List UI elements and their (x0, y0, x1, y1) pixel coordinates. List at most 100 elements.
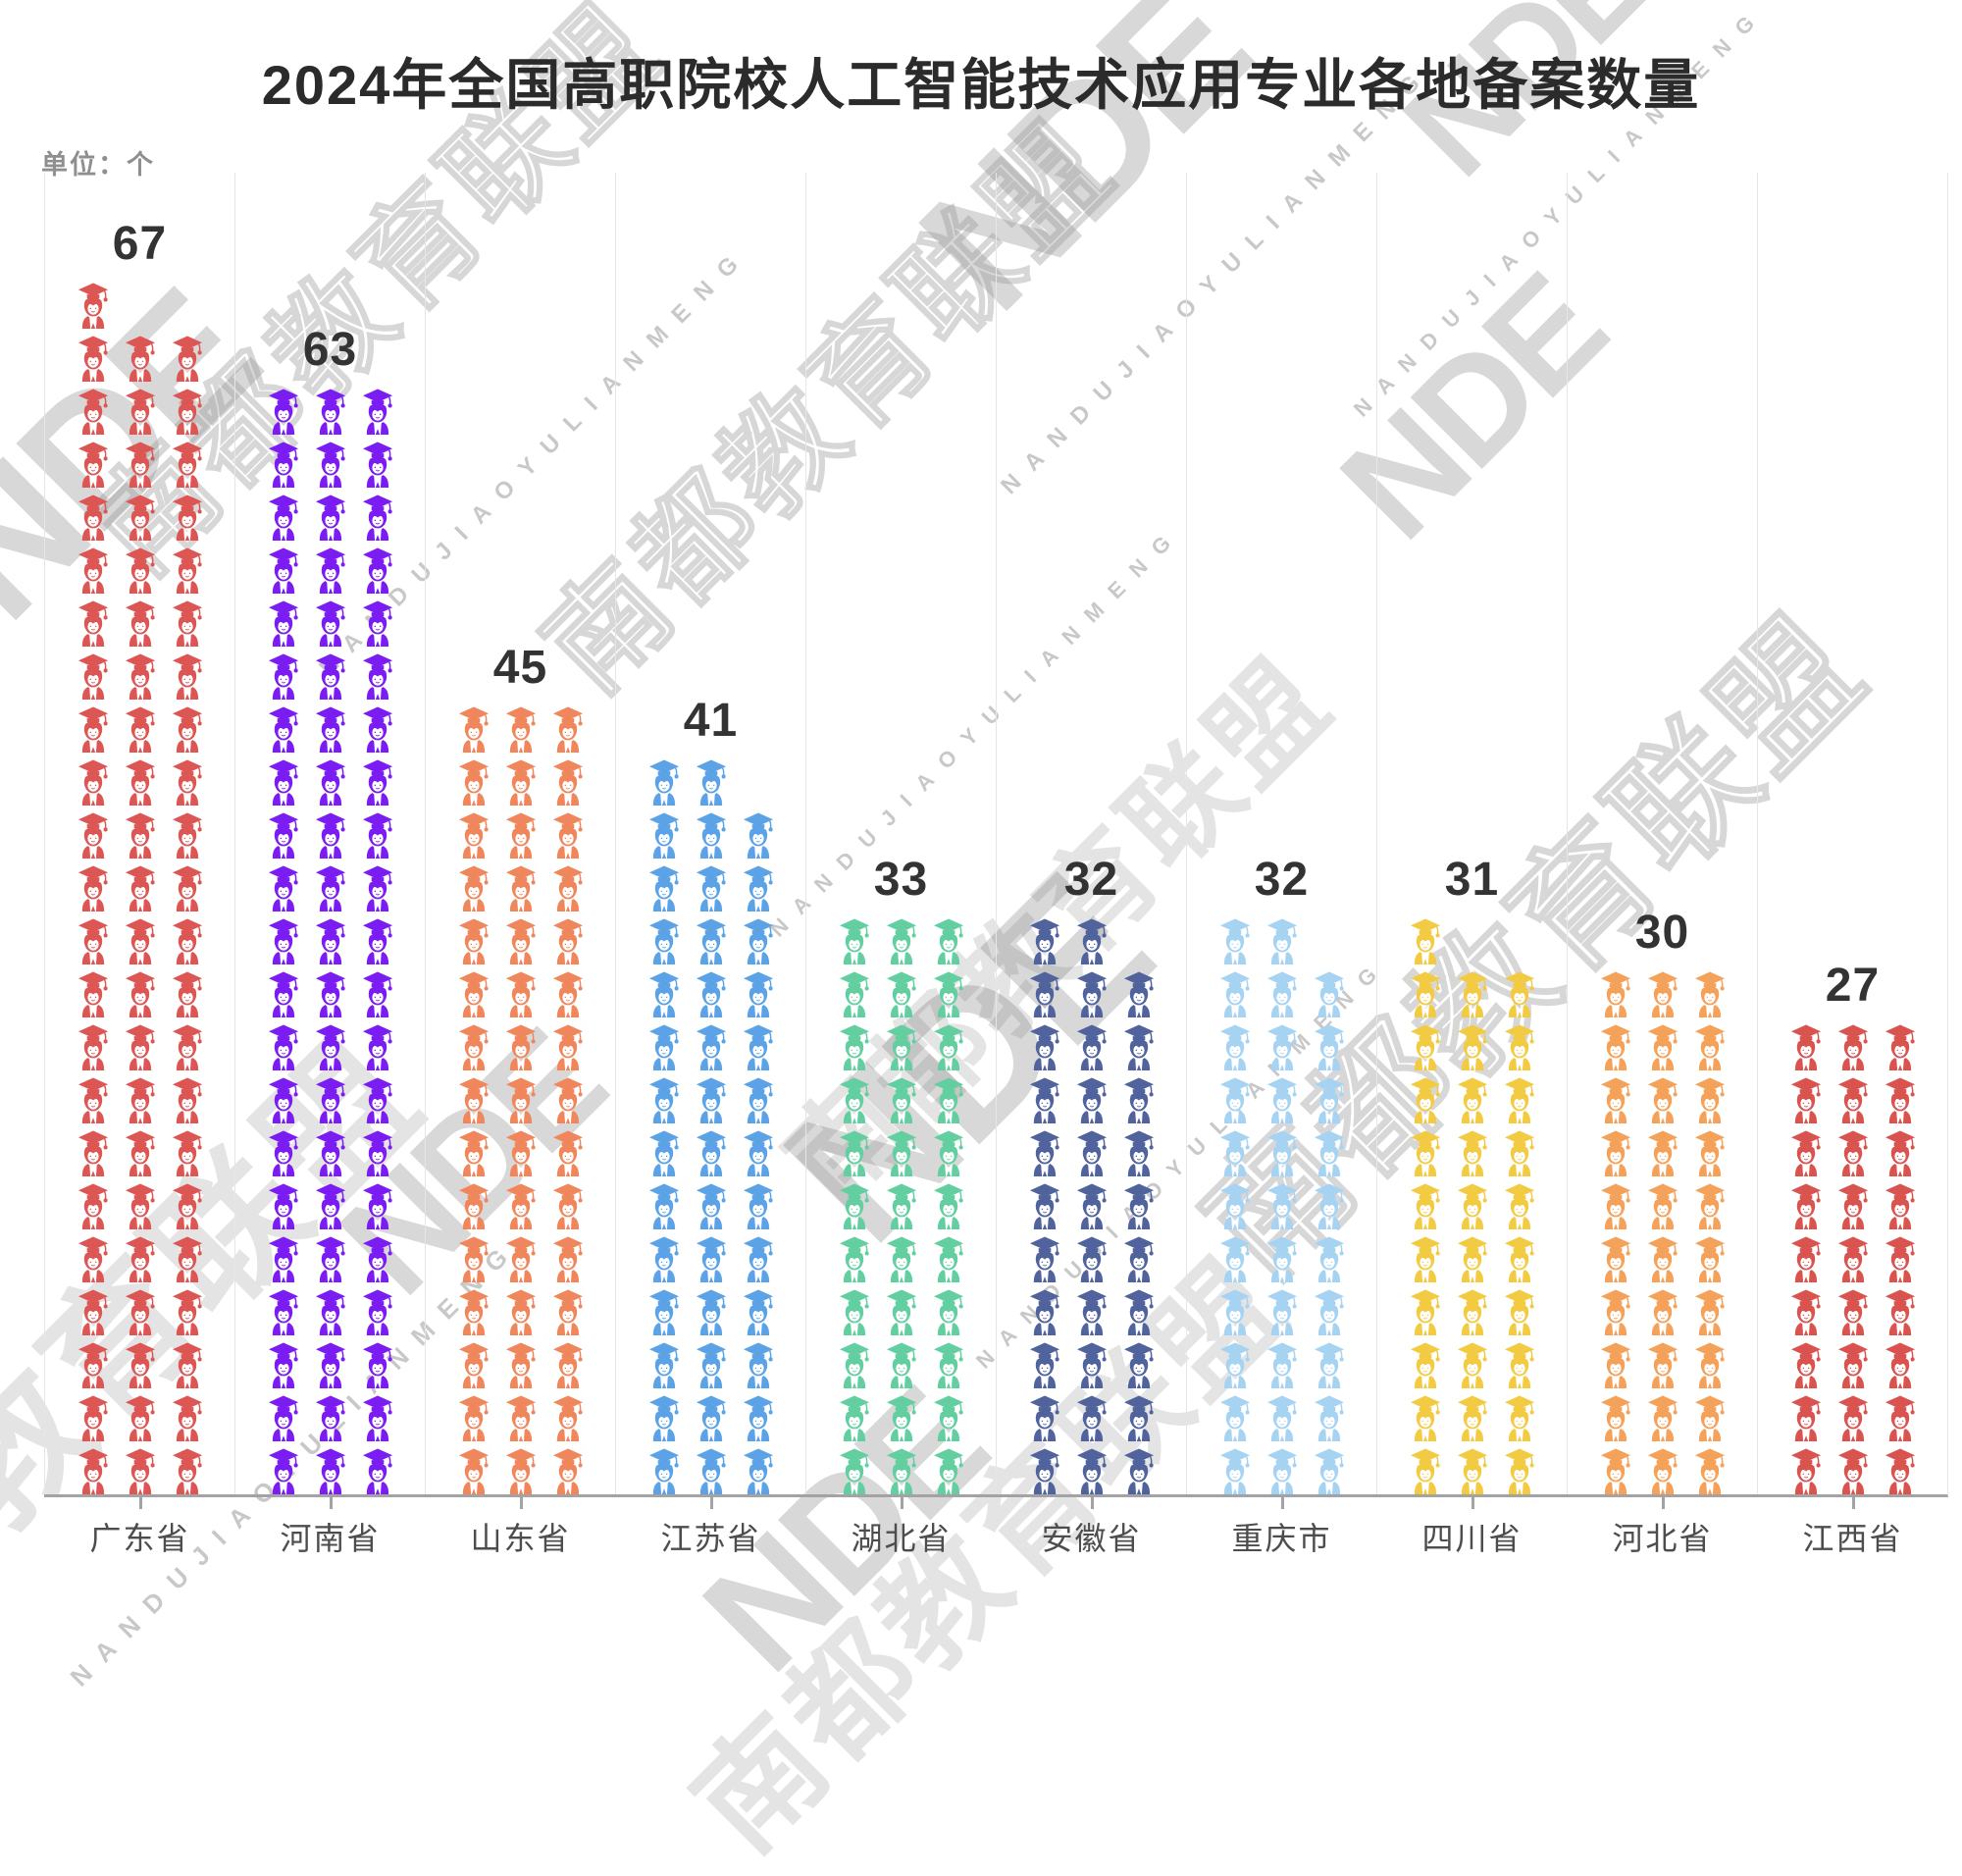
graduate-icon (1600, 1130, 1631, 1176)
graduate-icon (458, 1342, 490, 1388)
icon-column (696, 759, 727, 1494)
graduate-icon (505, 1448, 537, 1494)
graduate-icon (696, 812, 727, 859)
graduate-icon (933, 1342, 964, 1388)
axis-tick (1851, 1497, 1855, 1509)
graduate-icon (77, 865, 109, 912)
graduate-icon (1314, 1183, 1345, 1229)
graduate-icon (172, 1448, 203, 1494)
graduate-icon (125, 442, 156, 488)
graduate-icon (172, 1183, 203, 1229)
graduate-icon (1457, 1448, 1488, 1494)
graduate-icon (362, 547, 393, 594)
graduate-icon (1029, 918, 1060, 964)
axis-tick (329, 1497, 333, 1509)
graduate-icon (1314, 1342, 1345, 1388)
icon-column (1314, 971, 1345, 1494)
graduate-icon (505, 1024, 537, 1070)
graduate-icon (315, 918, 346, 964)
graduate-icon (886, 1130, 917, 1176)
graduate-icon (1837, 1183, 1869, 1229)
graduate-icon (839, 1077, 870, 1123)
category-label: 河南省 (280, 1521, 381, 1556)
graduate-icon (125, 1289, 156, 1335)
category-group: 33 湖北省 (805, 173, 996, 1556)
graduate-icon (362, 653, 393, 700)
graduate-icon (458, 865, 490, 912)
graduate-icon (125, 1342, 156, 1388)
graduate-icon (1600, 1077, 1631, 1123)
graduate-icon (743, 918, 774, 964)
graduate-icon (315, 971, 346, 1017)
graduate-icon (1837, 1395, 1869, 1441)
graduate-icon (315, 389, 346, 435)
graduate-icon (172, 1342, 203, 1388)
graduate-icon (1266, 1448, 1298, 1494)
graduate-icon (268, 865, 299, 912)
graduate-icon (315, 1289, 346, 1335)
value-label: 33 (873, 854, 929, 906)
graduate-icon (886, 1448, 917, 1494)
graduate-icon (1504, 1130, 1535, 1176)
graduate-icon (1029, 1395, 1060, 1441)
category-group: 27 江西省 (1757, 173, 1947, 1556)
graduate-icon (1266, 1183, 1298, 1229)
graduate-icon (696, 918, 727, 964)
graduate-icon (362, 918, 393, 964)
icon-columns (1410, 918, 1535, 1494)
graduate-icon (172, 1130, 203, 1176)
graduate-icon (1266, 1289, 1298, 1335)
graduate-icon (1219, 1024, 1251, 1070)
graduate-icon (125, 1183, 156, 1229)
graduate-icon (362, 600, 393, 647)
graduate-icon (648, 971, 680, 1017)
graduate-icon (1266, 1395, 1298, 1441)
axis-tick (519, 1497, 523, 1509)
graduate-icon (1123, 1395, 1155, 1441)
graduate-icon (1504, 1448, 1535, 1494)
graduate-icon (172, 971, 203, 1017)
graduate-icon (1694, 1024, 1726, 1070)
graduate-icon (552, 1448, 584, 1494)
graduate-icon (1885, 1024, 1916, 1070)
graduate-icon (1790, 1448, 1822, 1494)
graduate-icon (552, 1289, 584, 1335)
graduate-icon (172, 865, 203, 912)
graduate-icon (505, 1130, 537, 1176)
icon-column (1123, 971, 1155, 1494)
graduate-icon (268, 600, 299, 647)
graduate-icon (268, 918, 299, 964)
graduate-icon (1029, 971, 1060, 1017)
value-label: 41 (683, 695, 739, 747)
graduate-icon (886, 1236, 917, 1282)
graduate-icon (172, 1395, 203, 1441)
graduate-icon (1266, 1236, 1298, 1282)
graduate-icon (1647, 1077, 1678, 1123)
graduate-icon (696, 1077, 727, 1123)
graduate-icon (1076, 1077, 1108, 1123)
graduate-icon (552, 1395, 584, 1441)
graduate-icon (1790, 1024, 1822, 1070)
graduate-icon (77, 336, 109, 382)
icon-column (1647, 971, 1678, 1494)
graduate-icon (696, 1236, 727, 1282)
icon-column (505, 706, 537, 1494)
graduate-icon (696, 1183, 727, 1229)
graduate-icon (268, 495, 299, 541)
graduate-icon (125, 495, 156, 541)
graduate-icon (1219, 1077, 1251, 1123)
graduate-icon (1123, 1130, 1155, 1176)
graduate-icon (268, 442, 299, 488)
graduate-icon (315, 1236, 346, 1282)
graduate-icon (696, 1342, 727, 1388)
graduate-icon (1790, 1183, 1822, 1229)
graduate-icon (1504, 1342, 1535, 1388)
axis-tick (1471, 1497, 1474, 1509)
category-group: 30 河北省 (1567, 173, 1757, 1556)
graduate-icon (1123, 1024, 1155, 1070)
graduate-icon (1266, 1130, 1298, 1176)
category-label: 河北省 (1612, 1521, 1713, 1556)
category-label: 四川省 (1421, 1521, 1523, 1556)
graduate-icon (1314, 1289, 1345, 1335)
graduate-icon (1410, 1024, 1441, 1070)
